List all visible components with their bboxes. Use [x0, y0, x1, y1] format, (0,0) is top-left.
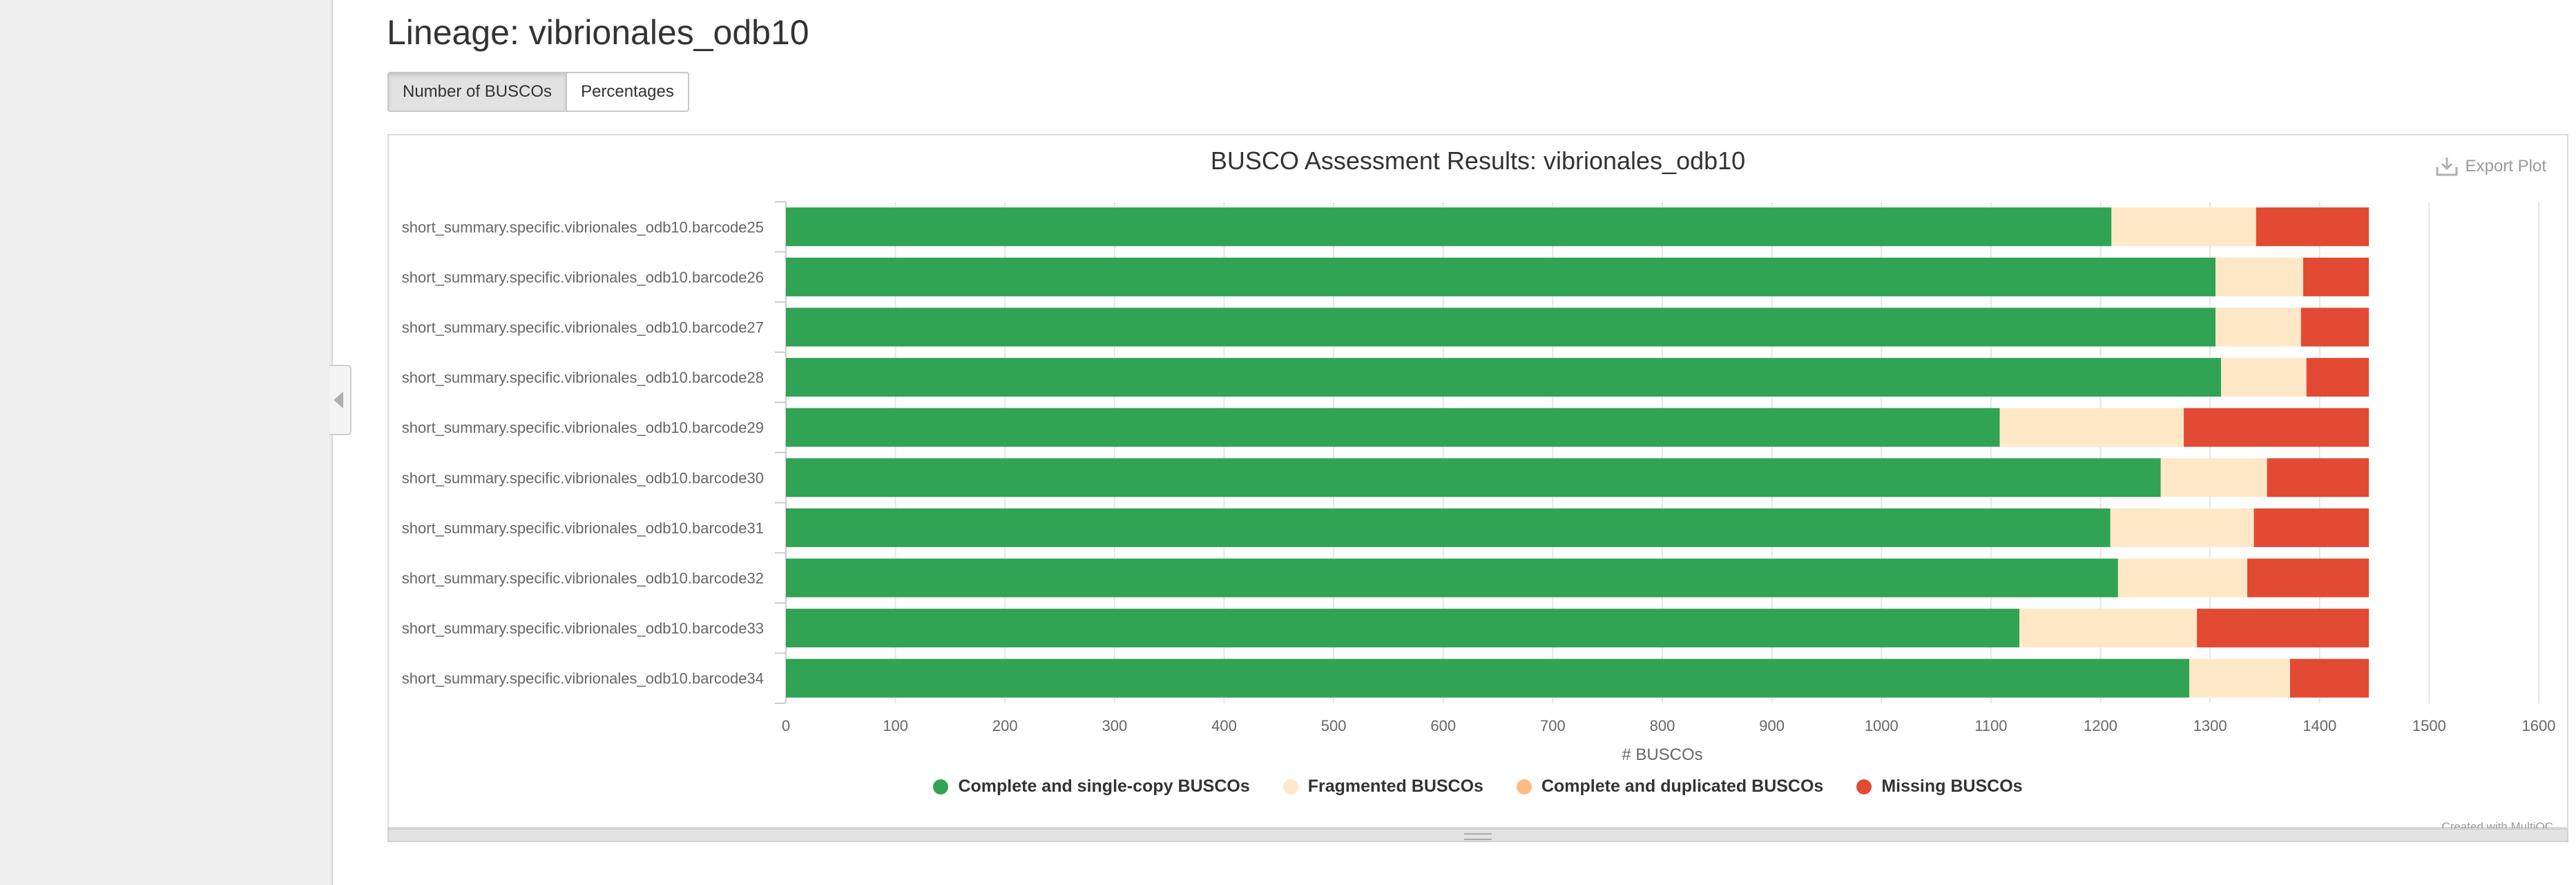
number-of-buscos-button[interactable]: Number of BUSCOs	[387, 72, 568, 112]
bar-segment	[786, 658, 2189, 698]
category-label: short_summary.specific.vibrionales_odb10…	[402, 269, 764, 286]
legend-swatch	[1516, 779, 1532, 794]
bar-segment	[2300, 307, 2370, 347]
bar-segment	[2117, 558, 2248, 598]
page-title: Lineage: vibrionales_odb10	[387, 13, 809, 52]
category-label: short_summary.specific.vibrionales_odb10…	[402, 570, 764, 587]
bar-segment	[2267, 458, 2370, 497]
bar-segment	[2111, 207, 2256, 247]
bar-segment	[2197, 609, 2370, 648]
legend-swatch	[1856, 779, 1872, 794]
category-label: short_summary.specific.vibrionales_odb10…	[402, 319, 764, 336]
bar-segment	[786, 508, 2111, 547]
chart-legend: Complete and single-copy BUSCOs Fragment…	[389, 777, 2567, 797]
bar-segment	[786, 257, 2216, 296]
category-label: short_summary.specific.vibrionales_odb10…	[402, 620, 764, 637]
download-icon	[2436, 158, 2458, 176]
busco-chart: short_summary.specific.vibrionales_odb10…	[402, 201, 2556, 764]
legend-swatch	[933, 779, 949, 794]
category-label: short_summary.specific.vibrionales_odb10…	[402, 469, 764, 486]
bar-segment	[2110, 508, 2254, 547]
x-tick-label: 0	[782, 717, 790, 734]
legend-item-missing[interactable]: Missing BUSCOs	[1856, 777, 2023, 797]
bar-segment	[786, 307, 2216, 347]
sidebar	[0, 0, 333, 885]
x-tick-label: 800	[1650, 717, 1675, 734]
plot-resize-handle[interactable]	[387, 828, 2568, 842]
sidebar-toggle[interactable]	[329, 365, 352, 435]
export-plot-button[interactable]: Export Plot	[2435, 156, 2546, 177]
bar-segment	[2160, 458, 2267, 497]
bar-segment	[2215, 307, 2301, 347]
bar-segment	[2306, 358, 2370, 397]
bar-segment	[2247, 558, 2370, 598]
x-tick-label: 400	[1211, 717, 1237, 734]
x-tick-label: 1400	[2303, 717, 2336, 734]
bar-segment	[2253, 508, 2370, 547]
category-label: short_summary.specific.vibrionales_odb10…	[402, 419, 764, 437]
x-tick-label: 1000	[1865, 717, 1899, 734]
export-plot-label: Export Plot	[2465, 157, 2546, 175]
x-tick-label: 1600	[2522, 717, 2556, 734]
category-label: short_summary.specific.vibrionales_odb10…	[402, 670, 764, 687]
x-tick-label: 100	[883, 717, 908, 734]
chevron-left-icon	[334, 392, 343, 408]
bar-segment	[2184, 408, 2370, 447]
legend-label: Fragmented BUSCOs	[1307, 777, 1483, 796]
x-tick-label: 1300	[2193, 717, 2227, 734]
view-toggle: Number of BUSCOs Percentages	[387, 72, 689, 112]
bar-segment	[1999, 408, 2184, 447]
category-label: short_summary.specific.vibrionales_odb10…	[402, 218, 764, 236]
chart-title: BUSCO Assessment Results: vibrionales_od…	[1210, 146, 1746, 175]
bar-segment	[2256, 207, 2370, 247]
x-tick-label: 500	[1321, 717, 1347, 734]
x-tick-label: 200	[992, 717, 1018, 734]
legend-item-single-copy[interactable]: Complete and single-copy BUSCOs	[933, 777, 1250, 797]
legend-item-fragmented[interactable]: Fragmented BUSCOs	[1282, 777, 1483, 797]
grip-icon	[1464, 833, 1492, 840]
percentages-button[interactable]: Percentages	[567, 72, 689, 112]
plot-container: short_summary.specific.vibrionales_odb10…	[387, 134, 2568, 833]
legend-label: Complete and single-copy BUSCOs	[958, 777, 1250, 796]
category-label: short_summary.specific.vibrionales_odb10…	[402, 369, 764, 386]
x-tick-label: 300	[1102, 717, 1128, 734]
x-axis-title: # BUSCOs	[1622, 745, 1702, 764]
x-tick-label: 1500	[2412, 717, 2446, 734]
bar-segment	[2220, 358, 2307, 397]
bar-segment	[2019, 609, 2198, 648]
legend-label: Complete and duplicated BUSCOs	[1541, 777, 1824, 796]
x-tick-label: 1100	[1974, 717, 2007, 734]
legend-item-duplicated[interactable]: Complete and duplicated BUSCOs	[1516, 777, 1824, 797]
bar-segment	[786, 609, 2020, 648]
bar-segment	[786, 207, 2112, 247]
x-tick-label: 600	[1430, 717, 1456, 734]
x-tick-label: 700	[1540, 717, 1566, 734]
bar-segment	[786, 558, 2118, 598]
x-tick-label: 1200	[2084, 717, 2117, 734]
bar-segment	[2289, 658, 2370, 698]
bar-segment	[2303, 257, 2370, 296]
x-tick-label: 900	[1759, 717, 1785, 734]
bar-segment	[2215, 257, 2303, 296]
legend-label: Missing BUSCOs	[1881, 777, 2023, 796]
bar-segment	[786, 358, 2221, 397]
bar-segment	[2189, 658, 2290, 698]
legend-swatch	[1282, 779, 1298, 794]
category-label: short_summary.specific.vibrionales_odb10…	[402, 520, 764, 537]
bar-segment	[786, 408, 2000, 447]
bar-segment	[786, 458, 2161, 497]
